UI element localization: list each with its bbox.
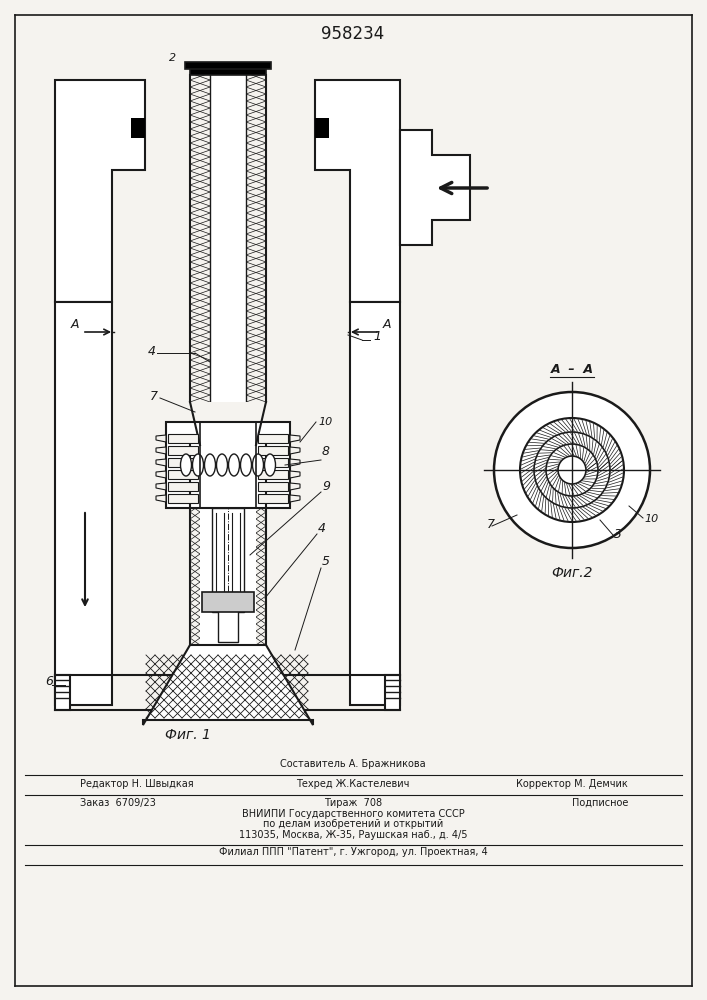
Text: Филиал ППП "Патент", г. Ужгород, ул. Проектная, 4: Филиал ППП "Патент", г. Ужгород, ул. Про… bbox=[218, 847, 487, 857]
Polygon shape bbox=[385, 675, 400, 710]
Ellipse shape bbox=[192, 454, 204, 476]
Polygon shape bbox=[168, 494, 198, 503]
Text: 3: 3 bbox=[614, 528, 622, 541]
Bar bbox=[202, 592, 254, 612]
Polygon shape bbox=[258, 458, 288, 467]
Bar bbox=[350, 302, 400, 705]
Text: 10: 10 bbox=[318, 417, 332, 427]
Text: ВНИИПИ Государственного комитета СССР: ВНИИПИ Государственного комитета СССР bbox=[242, 809, 464, 819]
Polygon shape bbox=[290, 447, 300, 454]
Bar bbox=[166, 422, 290, 508]
Text: Фиг.2: Фиг.2 bbox=[551, 566, 592, 580]
Polygon shape bbox=[168, 458, 198, 467]
Ellipse shape bbox=[216, 454, 228, 476]
Polygon shape bbox=[156, 471, 166, 478]
Ellipse shape bbox=[252, 454, 264, 476]
Text: Фиг. 1: Фиг. 1 bbox=[165, 728, 211, 742]
Polygon shape bbox=[258, 446, 288, 455]
Text: Корректор М. Демчик: Корректор М. Демчик bbox=[516, 779, 628, 789]
Circle shape bbox=[520, 418, 624, 522]
Ellipse shape bbox=[204, 454, 216, 476]
Ellipse shape bbox=[228, 454, 240, 476]
Polygon shape bbox=[315, 80, 400, 302]
Circle shape bbox=[534, 432, 610, 508]
Text: Техред Ж.Кастелевич: Техред Ж.Кастелевич bbox=[296, 779, 409, 789]
Text: по делам изобретений и открытий: по делам изобретений и открытий bbox=[263, 819, 443, 829]
Bar bbox=[315, 118, 329, 138]
Polygon shape bbox=[55, 80, 145, 302]
Text: 8: 8 bbox=[322, 445, 330, 458]
Bar bbox=[200, 445, 256, 645]
Text: 1: 1 bbox=[373, 330, 381, 343]
Polygon shape bbox=[156, 495, 166, 502]
Bar bbox=[131, 118, 145, 138]
Polygon shape bbox=[156, 447, 166, 454]
Text: Редактор Н. Швыдкая: Редактор Н. Швыдкая bbox=[80, 779, 194, 789]
Polygon shape bbox=[258, 434, 288, 443]
Polygon shape bbox=[258, 494, 288, 503]
Polygon shape bbox=[156, 435, 166, 442]
Polygon shape bbox=[258, 470, 288, 479]
Polygon shape bbox=[168, 482, 198, 491]
Polygon shape bbox=[156, 483, 166, 490]
Bar bbox=[212, 508, 244, 612]
Bar bbox=[190, 63, 266, 75]
Text: 4: 4 bbox=[148, 345, 156, 358]
Polygon shape bbox=[290, 483, 300, 490]
Bar bbox=[210, 75, 246, 402]
Polygon shape bbox=[290, 495, 300, 502]
Circle shape bbox=[494, 392, 650, 548]
Polygon shape bbox=[156, 459, 166, 466]
Text: А: А bbox=[383, 318, 392, 331]
Text: А: А bbox=[71, 318, 79, 331]
Polygon shape bbox=[168, 470, 198, 479]
Polygon shape bbox=[400, 130, 470, 245]
Text: 4: 4 bbox=[318, 522, 326, 535]
Polygon shape bbox=[190, 402, 266, 445]
Polygon shape bbox=[258, 482, 288, 491]
Polygon shape bbox=[290, 459, 300, 466]
Text: 10: 10 bbox=[644, 514, 658, 524]
Bar bbox=[55, 302, 112, 705]
Text: 6: 6 bbox=[45, 675, 53, 688]
Text: Заказ  6709/23: Заказ 6709/23 bbox=[80, 798, 156, 808]
Text: 2: 2 bbox=[169, 53, 176, 63]
Text: Составитель А. Бражникова: Составитель А. Бражникова bbox=[280, 759, 426, 769]
Text: 958234: 958234 bbox=[322, 25, 385, 43]
Text: 7: 7 bbox=[150, 390, 158, 403]
Text: Подписное: Подписное bbox=[572, 798, 628, 808]
Polygon shape bbox=[55, 675, 70, 710]
Ellipse shape bbox=[180, 454, 192, 476]
Polygon shape bbox=[143, 645, 313, 725]
Bar bbox=[218, 592, 238, 642]
Circle shape bbox=[558, 456, 586, 484]
Polygon shape bbox=[168, 434, 198, 443]
Ellipse shape bbox=[264, 454, 276, 476]
Text: 9: 9 bbox=[322, 480, 330, 493]
Polygon shape bbox=[168, 446, 198, 455]
Text: 113035, Москва, Ж-35, Раушская наб., д. 4/5: 113035, Москва, Ж-35, Раушская наб., д. … bbox=[239, 830, 467, 840]
Ellipse shape bbox=[240, 454, 252, 476]
Text: Тираж  708: Тираж 708 bbox=[324, 798, 382, 808]
Text: А  –  А: А – А bbox=[551, 363, 593, 376]
Bar bbox=[185, 62, 271, 69]
Circle shape bbox=[546, 444, 598, 496]
Polygon shape bbox=[290, 471, 300, 478]
Text: 5: 5 bbox=[322, 555, 330, 568]
Polygon shape bbox=[290, 435, 300, 442]
Text: 7: 7 bbox=[487, 518, 495, 531]
